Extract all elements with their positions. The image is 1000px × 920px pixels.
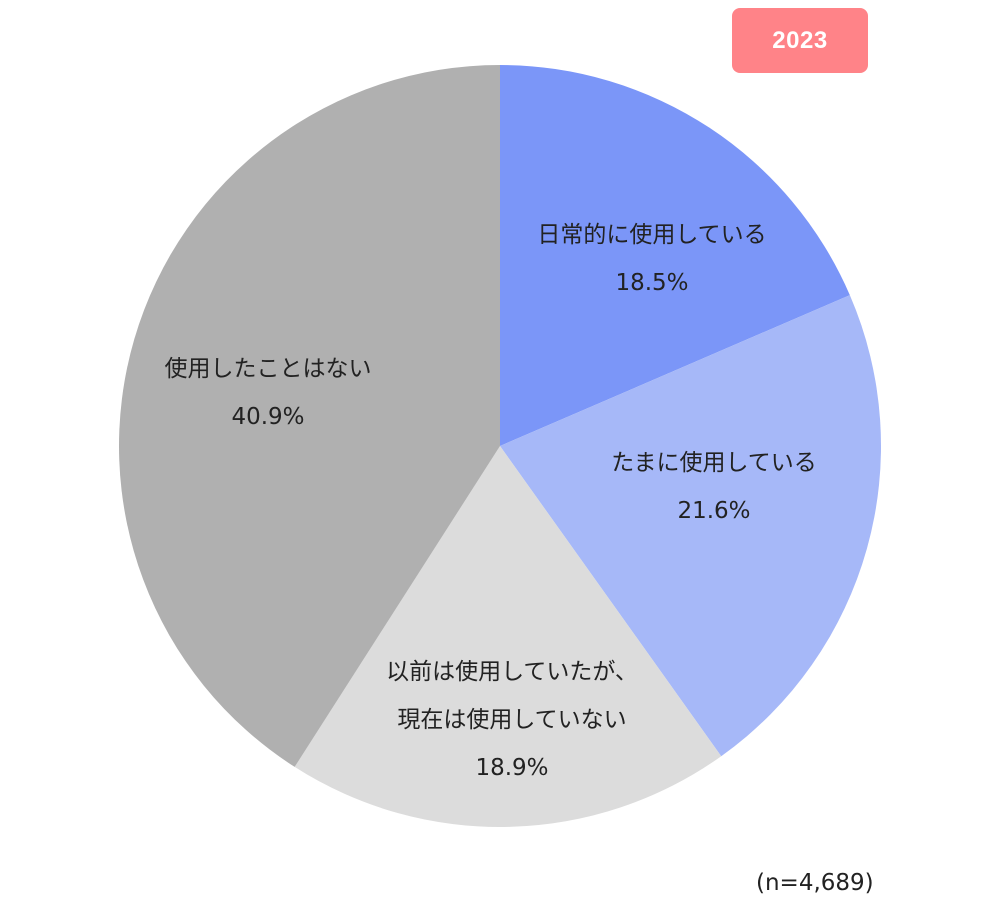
pie-slice-4	[119, 65, 500, 767]
pie-slice-3	[294, 446, 722, 828]
slice-category-label-4: 使用したことはない	[165, 356, 372, 382]
pie-slice-2	[500, 295, 882, 757]
slice-category-label-3: 以前は使用していたが、	[386, 659, 638, 685]
slice-value-label-4: 40.9%	[231, 404, 304, 430]
slice-value-label-1: 18.5%	[615, 270, 688, 296]
slice-value-label-3: 18.9%	[475, 755, 548, 781]
slice-category-label-3: 現在は使用していない	[397, 707, 626, 733]
slice-value-label-2: 21.6%	[677, 498, 750, 524]
slice-category-label-2: たまに使用している	[611, 450, 817, 476]
pie-slice-1	[500, 65, 850, 446]
sample-size-note: (n=4,689)	[756, 870, 874, 896]
year-badge: 2023	[732, 8, 868, 73]
slice-category-label-1: 日常的に使用している	[537, 222, 766, 248]
